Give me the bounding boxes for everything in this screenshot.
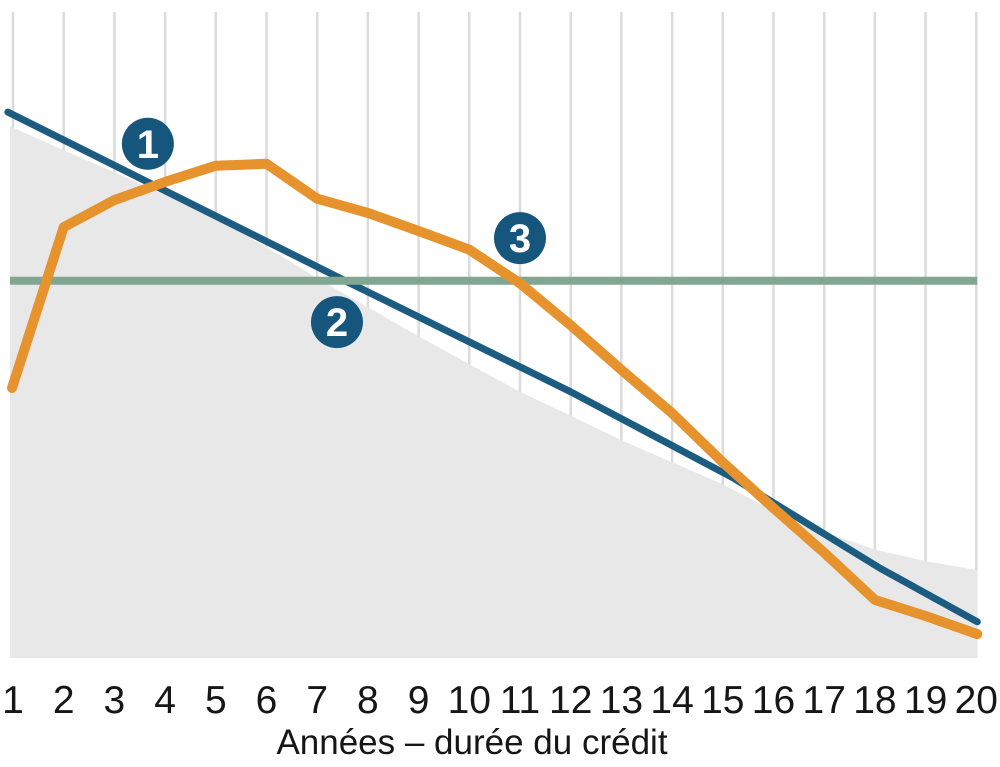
x-tick-label: 1 [2, 679, 24, 722]
x-tick-label: 17 [803, 679, 846, 722]
x-tick-label: 4 [154, 679, 176, 722]
x-axis-title: Années – durée du crédit [276, 723, 668, 762]
x-tick-label: 18 [853, 679, 896, 722]
x-tick-label: 20 [955, 679, 998, 722]
x-tick-label: 5 [205, 679, 227, 722]
x-tick-label: 19 [904, 679, 947, 722]
x-tick-label: 8 [357, 679, 379, 722]
annuity-curve [7, 158, 983, 640]
badge-number-3: 3 [509, 217, 531, 261]
badge-circle-3 [494, 212, 546, 265]
x-tick-label: 2 [53, 679, 75, 722]
badge-circle-2 [310, 296, 363, 349]
x-tick-label: 10 [448, 679, 491, 722]
badge-number-1: 1 [137, 123, 159, 167]
x-tick-label: 12 [549, 679, 592, 722]
x-tick-label: 11 [500, 679, 541, 722]
remaining-balance-area [10, 126, 978, 659]
x-tick-label: 15 [701, 679, 744, 722]
x-tick-label: 13 [600, 679, 643, 722]
x-tick-label: 7 [306, 679, 328, 722]
badge-number-2: 2 [326, 301, 348, 345]
x-tick-label: 14 [650, 679, 693, 722]
x-tick-label: 9 [408, 679, 430, 722]
linear-amortization-line [4, 108, 981, 626]
x-tick-label: 16 [752, 679, 795, 722]
badge-circle-1 [121, 117, 174, 170]
x-tick-label: 3 [104, 679, 126, 722]
x-tick-label: 6 [256, 679, 278, 722]
